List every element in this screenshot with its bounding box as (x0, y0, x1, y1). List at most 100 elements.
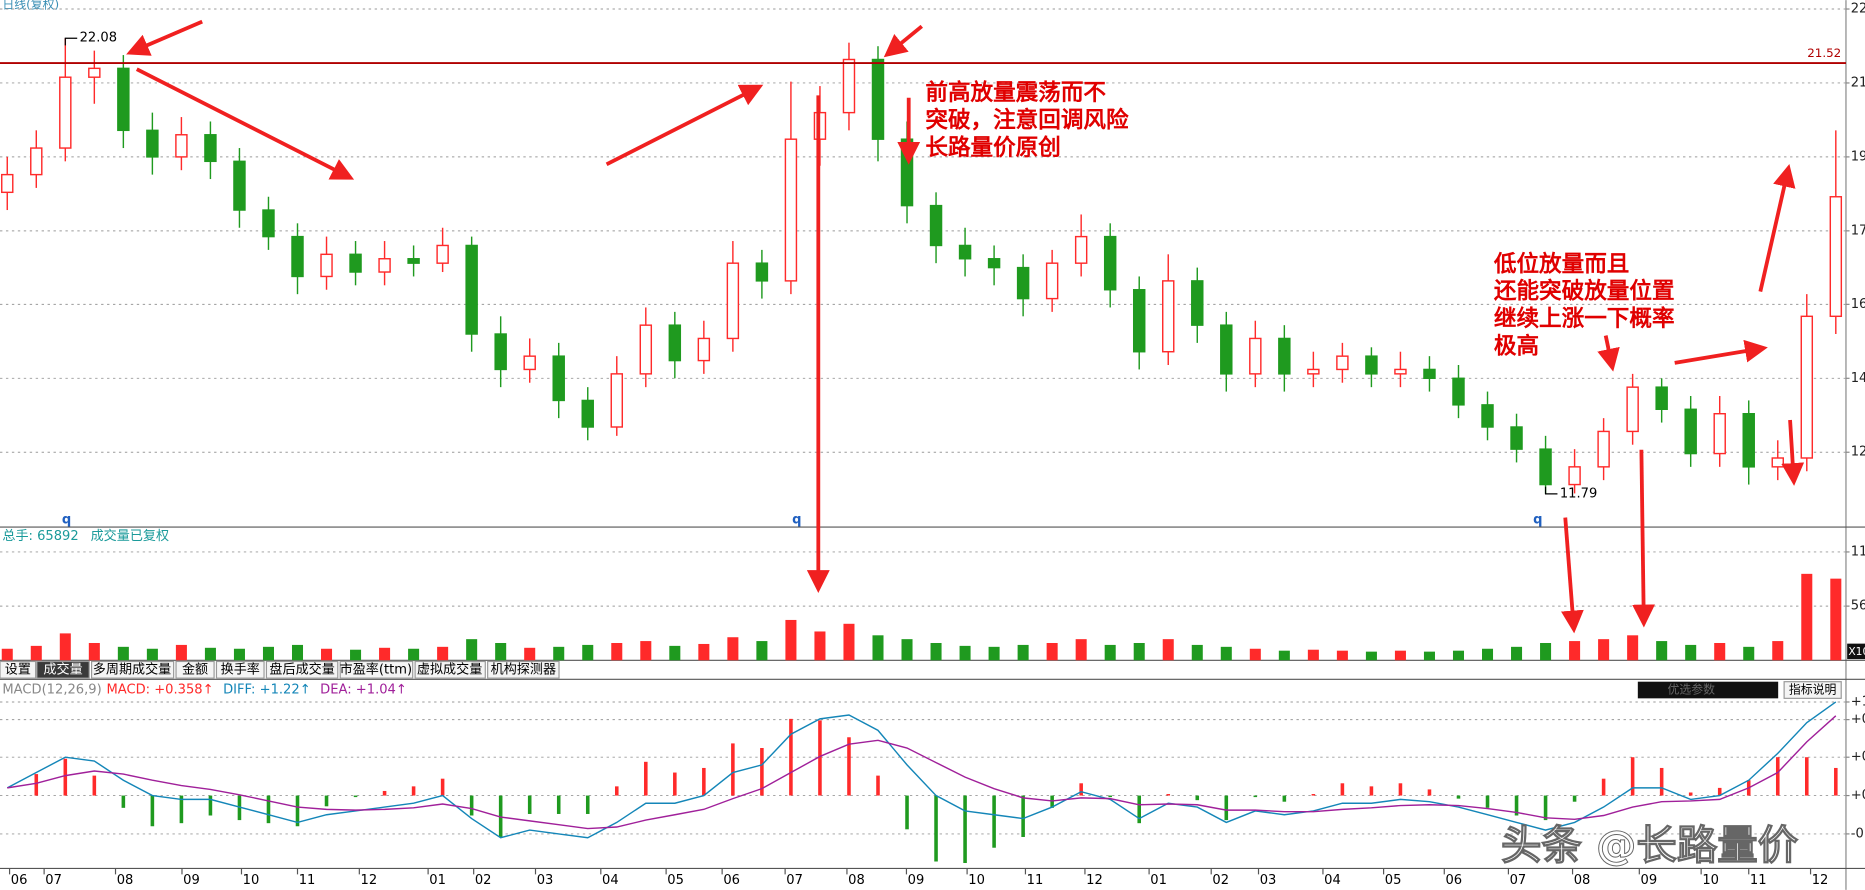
candle-body (842, 58, 856, 114)
x-tick-label: 09 (1641, 873, 1658, 888)
x-tick-label: 07 (1510, 873, 1527, 888)
x-tick-label: 02 (1212, 873, 1229, 888)
volume-bar (843, 623, 855, 661)
x-tick-label: 02 (475, 873, 492, 888)
annotation: 继续上涨一下概率 (1494, 305, 1675, 332)
x-tick-label: 07 (786, 873, 803, 888)
candle-body (871, 58, 885, 140)
tab-label[interactable]: 虚拟成交量 (417, 660, 482, 677)
help-label[interactable]: 指标说明 (1789, 683, 1837, 697)
volume-bar (1540, 642, 1552, 661)
volume-bar (59, 633, 71, 661)
volume-bar (204, 647, 216, 661)
arrow (1561, 517, 1584, 634)
annotation-arrows (126, 19, 1805, 634)
candle-body (987, 258, 1001, 269)
candle-body (30, 147, 43, 176)
x-tick-label: 10 (968, 873, 985, 888)
arrow (1781, 419, 1805, 486)
tab-label[interactable]: 成交量 (43, 660, 82, 677)
tab-label[interactable]: 盘后成交量 (269, 660, 334, 677)
tab[interactable] (414, 660, 486, 679)
candle-body (1829, 196, 1843, 318)
volume-bar (1569, 641, 1581, 661)
candle-body (726, 262, 740, 340)
volume-bar (1017, 644, 1029, 661)
x-tick-label: 05 (1385, 873, 1402, 888)
candle-body (1597, 430, 1610, 468)
tab-label[interactable]: 金额 (182, 661, 208, 677)
legend-entry: DEA: +1.04↑ (320, 683, 407, 698)
candle-body (697, 337, 711, 362)
volume-bar (872, 635, 884, 661)
volume-bar (1481, 648, 1494, 661)
tab[interactable] (215, 660, 265, 679)
candle-body (1307, 368, 1320, 375)
x-tick-label: 10 (243, 873, 260, 888)
x-tick-label: 03 (1260, 873, 1277, 888)
volume-bar (930, 642, 942, 661)
x-tick-label: 11 (299, 873, 316, 888)
x-tick-label: 08 (848, 873, 865, 888)
tab[interactable] (487, 660, 560, 679)
volume-bar (146, 648, 158, 661)
volume-bar (1423, 651, 1435, 661)
candle-body (407, 258, 420, 264)
volume-bar (466, 639, 478, 661)
tab[interactable] (0, 660, 37, 679)
tab[interactable] (90, 660, 175, 679)
volume-bar (1278, 650, 1290, 661)
period-mark: q (792, 512, 801, 527)
legend-entry: MACD: +0.358↑ (106, 683, 213, 698)
y-tick-label: +1. (1851, 694, 1865, 709)
candle-body (204, 134, 217, 163)
tab-label[interactable]: 设置 (5, 661, 31, 677)
arrow (605, 84, 764, 166)
tab[interactable] (339, 660, 414, 679)
candle-body (494, 333, 507, 371)
y-tick-label: 14. (1851, 371, 1865, 386)
volume-bar (727, 637, 739, 661)
period-mark: q (62, 512, 71, 527)
candle-body (1394, 368, 1407, 375)
max-label: 22.08 (80, 31, 117, 46)
candle-body (1481, 404, 1494, 428)
tab-label[interactable]: 市盈率(ttm) (340, 660, 412, 677)
volume-title: 总手: 65892 (2, 528, 78, 544)
tab-label[interactable]: 换手率 (221, 660, 260, 677)
candle-body (436, 244, 449, 264)
candle-body (146, 129, 159, 158)
tab[interactable] (175, 660, 215, 679)
tab[interactable] (265, 660, 339, 679)
tab-active[interactable] (36, 660, 90, 679)
volume-bar (1511, 646, 1523, 661)
y-tick-label: 16. (1851, 297, 1865, 312)
param-label[interactable]: 优选参数 (1668, 683, 1716, 697)
x-tick-label: 01 (429, 873, 446, 888)
volume-bar (1104, 644, 1116, 661)
watermark: 头条 @长路量价 (1501, 821, 1799, 869)
y-tick-label: 22. (1851, 2, 1865, 17)
x-tick-label: 12 (1086, 873, 1103, 888)
candle-body (320, 253, 333, 278)
y-tick-label: 11 (1851, 544, 1865, 559)
volume-bar (1162, 639, 1174, 661)
annotation: 低位放量而且 (1493, 250, 1629, 277)
param-box[interactable] (1637, 681, 1779, 699)
help-button[interactable] (1783, 681, 1842, 699)
volume-bar (698, 643, 710, 661)
x-tick-label: 06 (723, 873, 740, 888)
volume-bar (117, 646, 129, 661)
arrow (883, 24, 923, 58)
candle-body (1016, 266, 1030, 300)
tab-label[interactable]: 机构探测器 (491, 661, 556, 677)
x-tick-label: 05 (667, 873, 684, 888)
x-tick-label: 12 (1812, 873, 1829, 888)
volume-bar (901, 639, 913, 661)
candle-body (1, 173, 14, 194)
volume-bar (1772, 641, 1784, 661)
candle-body (1278, 337, 1291, 375)
volume-bar (1627, 635, 1639, 661)
tab-label[interactable]: 多周期成交量 (93, 660, 171, 677)
candle-body (291, 235, 304, 278)
